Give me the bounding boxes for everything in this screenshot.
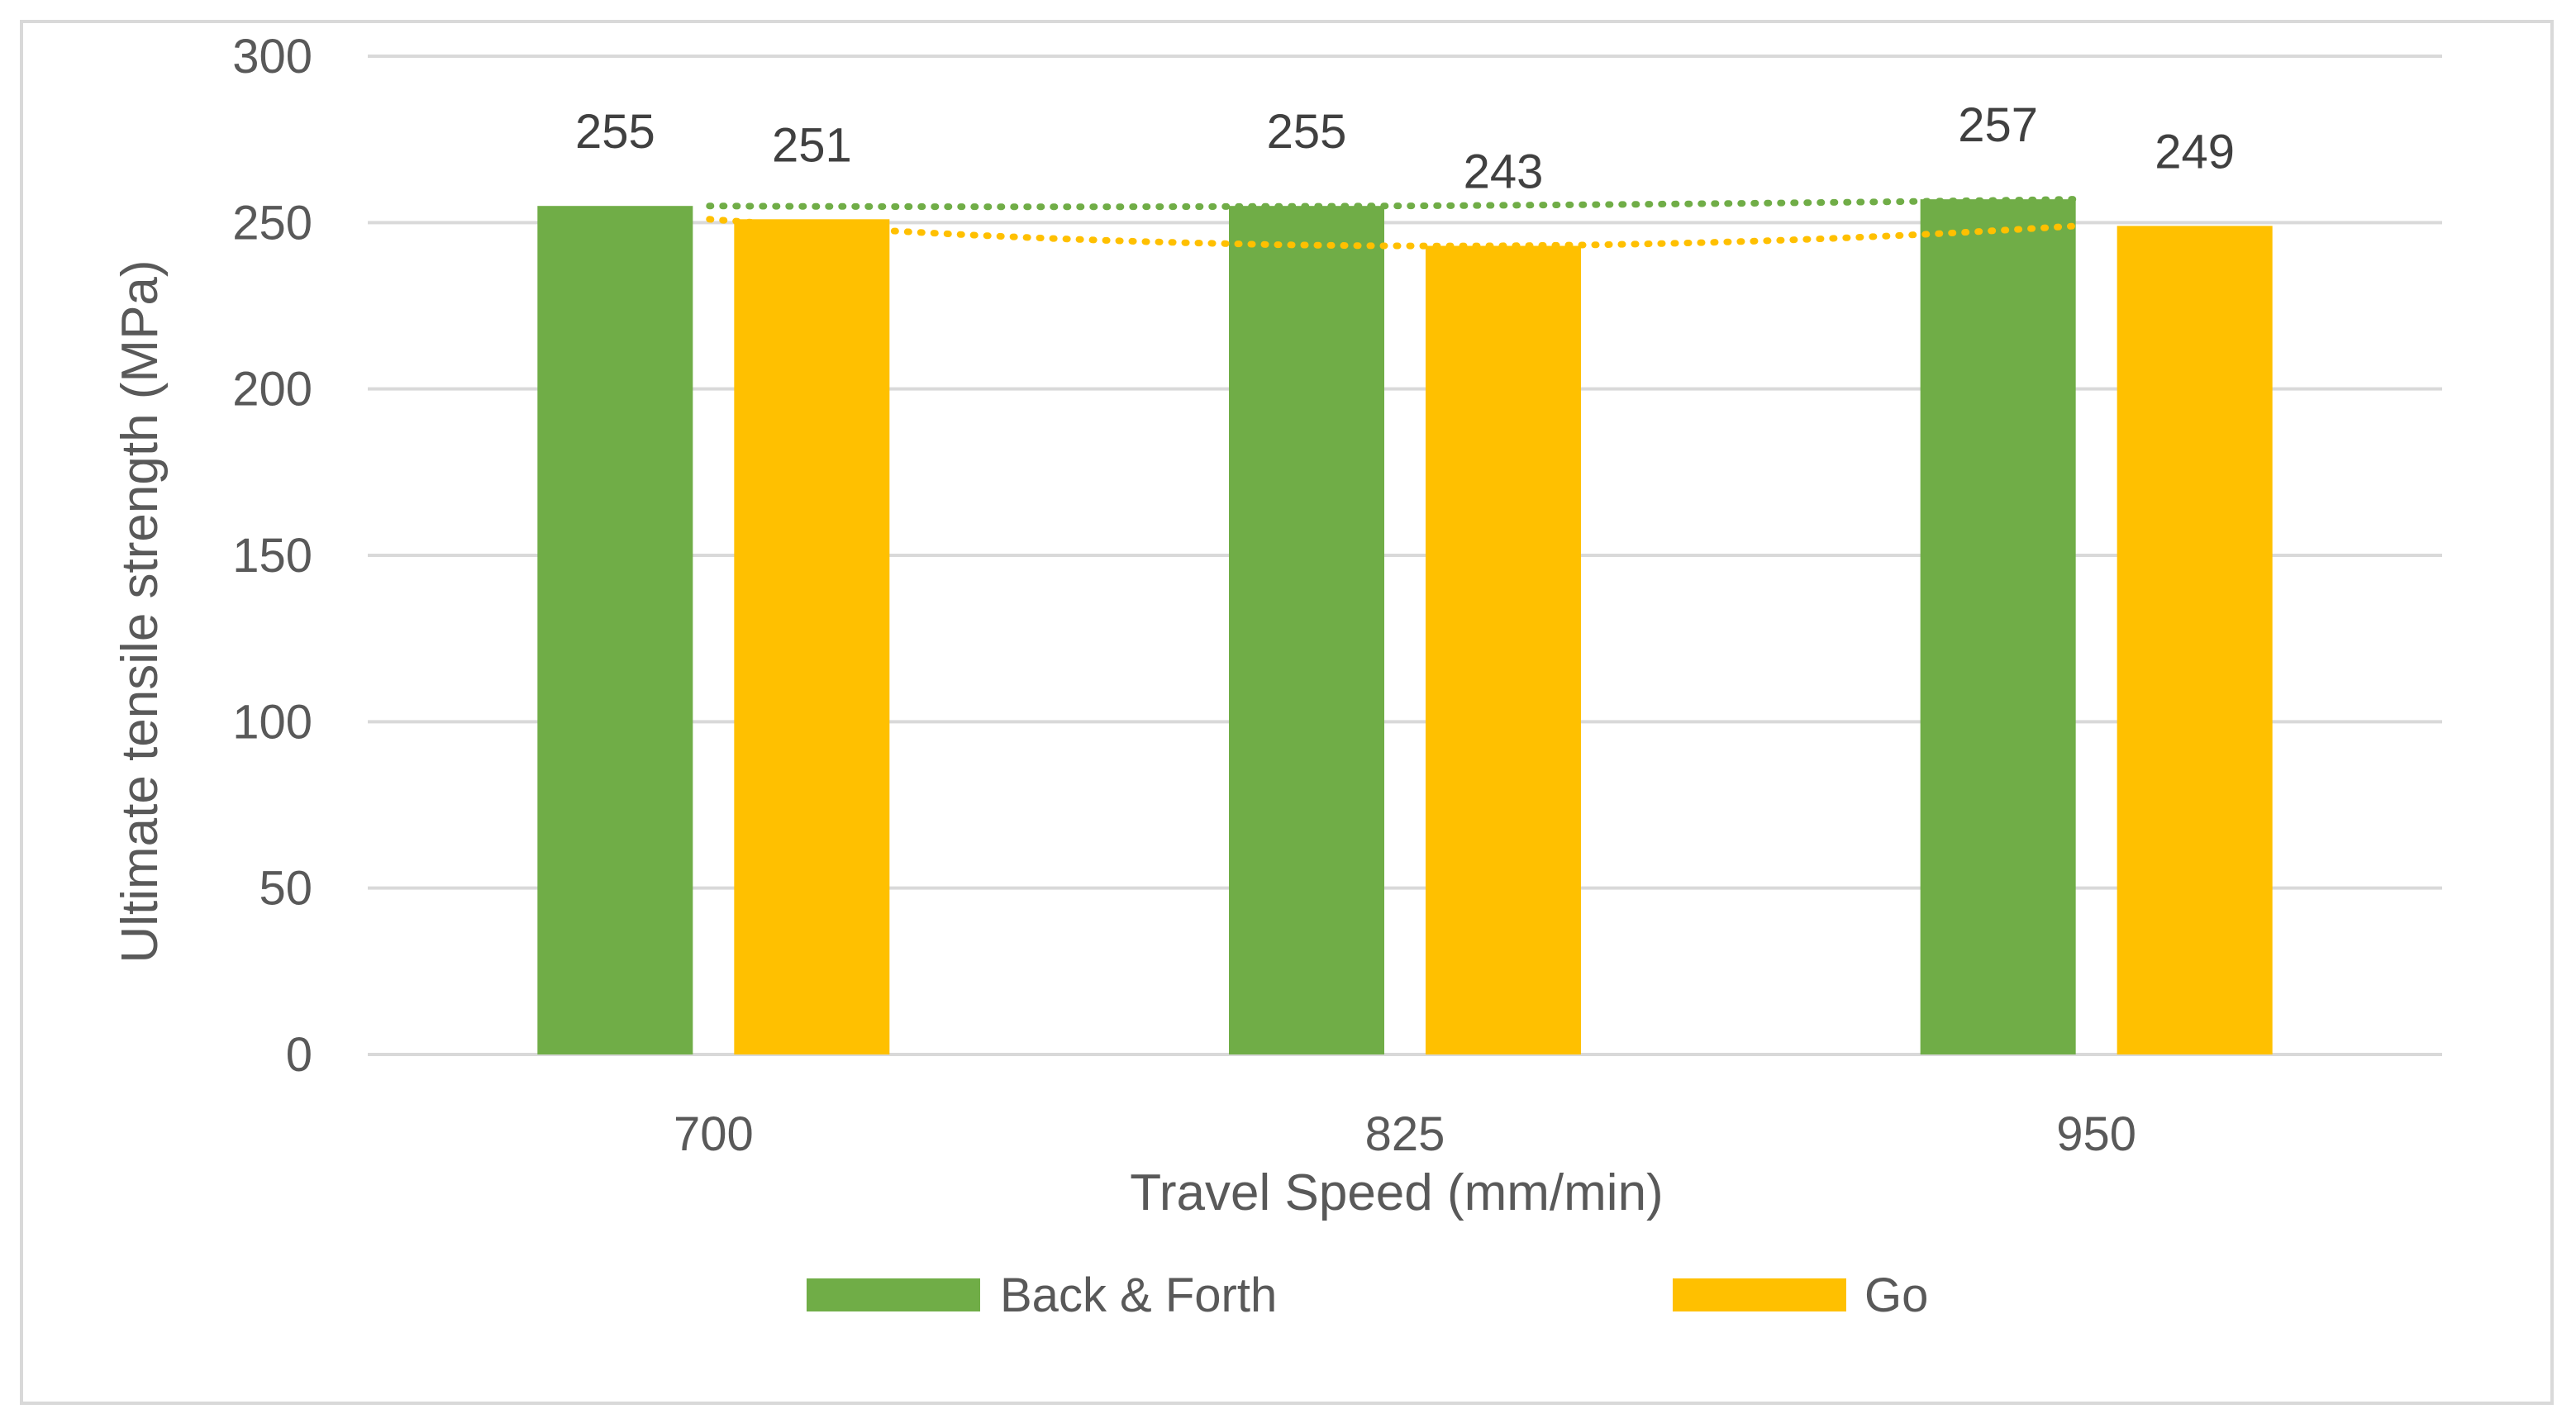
bar-go-700 [734, 219, 890, 1055]
x-tick-label: 950 [2056, 1107, 2136, 1161]
data-label: 243 [1464, 145, 1544, 199]
data-label: 257 [1958, 98, 2038, 152]
data-label: 255 [1267, 105, 1347, 159]
trendline-go [706, 216, 2079, 250]
x-tick-label: 700 [674, 1107, 754, 1161]
axes: 0 50 100 150 200 250 300 700 825 950 [232, 30, 2136, 1161]
legend-label-go: Go [1864, 1269, 1928, 1322]
data-label: 255 [575, 105, 655, 159]
bar-go-825 [1426, 245, 1581, 1054]
legend-swatch-go [1673, 1278, 1846, 1311]
bar-go-950 [2117, 226, 2273, 1054]
data-labels: 255 255 257 251 243 249 [575, 98, 2235, 198]
bar-back-forth-950 [1920, 199, 2076, 1054]
y-tick-label: 200 [232, 363, 312, 416]
data-label: 249 [2155, 125, 2235, 178]
y-tick-label: 50 [259, 862, 312, 916]
x-tick-label: 825 [1365, 1107, 1445, 1161]
gridlines [368, 55, 2442, 1056]
trendline-back-forth [706, 196, 2079, 211]
y-tick-label: 300 [232, 30, 312, 83]
y-tick-label: 100 [232, 695, 312, 749]
y-axis-title: Ultimate tensile strength (MPa) [112, 259, 169, 963]
trendlines [706, 196, 2079, 250]
legend-label-back-forth: Back & Forth [1000, 1269, 1277, 1322]
y-tick-label: 250 [232, 196, 312, 250]
data-label: 251 [772, 118, 852, 172]
legend-swatch-back-forth [807, 1278, 980, 1311]
y-tick-label: 150 [232, 529, 312, 583]
y-tick-label: 0 [286, 1028, 312, 1082]
legend: Back & Forth Go [807, 1269, 1928, 1322]
x-axis-title: Travel Speed (mm/min) [1130, 1164, 1663, 1221]
bar-back-forth-700 [537, 206, 693, 1055]
bars [537, 199, 2273, 1055]
bar-back-forth-825 [1229, 206, 1384, 1055]
